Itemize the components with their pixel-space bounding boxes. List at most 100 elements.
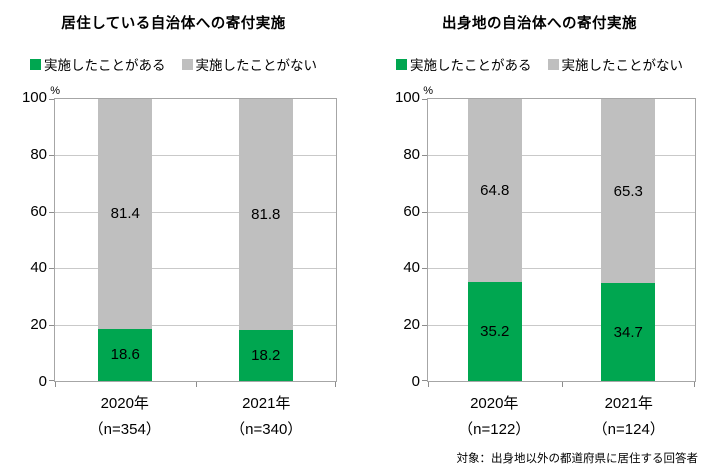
legend-item-done: 実施したことがある bbox=[30, 54, 166, 74]
bar-2021: 65.3 34.7 bbox=[562, 99, 696, 381]
y-tickmark bbox=[422, 211, 427, 213]
chart-title: 居住している自治体への寄付実施 bbox=[61, 16, 286, 32]
category-year: 2020年 bbox=[470, 395, 519, 412]
plot-area: 64.8 35.2 65.3 bbox=[422, 98, 696, 387]
y-tick-0: 0 bbox=[411, 373, 420, 390]
y-tickmark bbox=[49, 268, 54, 270]
gridline-40 bbox=[428, 268, 695, 270]
x-tickmark bbox=[55, 382, 56, 387]
bar-2020: 81.4 18.6 bbox=[55, 99, 196, 381]
category-year: 2021年 bbox=[242, 395, 291, 412]
plot-row: 100% 80 60 40 20 0 bbox=[10, 85, 337, 390]
y-tickmark bbox=[422, 324, 427, 326]
x-label-2021: 2021年 （n=124） bbox=[562, 391, 697, 443]
legend-swatch-gray bbox=[547, 58, 559, 70]
y-tick-0: 0 bbox=[38, 373, 47, 390]
legend-item-not-done: 実施したことがない bbox=[547, 54, 684, 74]
legend-item-done: 実施したことがある bbox=[396, 54, 532, 74]
x-tickmark bbox=[561, 382, 563, 387]
segment-not-done: 81.4 bbox=[98, 99, 153, 329]
legend: 実施したことがある 実施したことがない bbox=[383, 54, 696, 74]
value-label: 81.4 bbox=[110, 205, 140, 223]
y-tickmark bbox=[422, 380, 427, 381]
x-label-2020: 2020年 （n=122） bbox=[427, 391, 562, 443]
x-labels: 2020年 （n=354） 2021年 （n=340） bbox=[54, 391, 337, 443]
category-n: （n=354） bbox=[88, 421, 161, 438]
value-label: 65.3 bbox=[613, 182, 643, 200]
percent-unit: % bbox=[50, 85, 60, 97]
stacked-bar: 81.4 18.6 bbox=[98, 99, 153, 381]
chart-panel-residing: 居住している自治体への寄付実施 実施したことがある 実施したことがない 100%… bbox=[0, 10, 355, 443]
legend-swatch-green bbox=[30, 58, 41, 70]
gridline-60 bbox=[428, 211, 695, 213]
y-tickmark bbox=[49, 380, 54, 381]
segment-done: 18.2 bbox=[238, 329, 293, 381]
y-tick-20: 20 bbox=[30, 316, 47, 334]
gridline-80 bbox=[428, 155, 695, 157]
plot-row: 100% 80 60 40 20 0 bbox=[383, 85, 696, 390]
y-tickmark bbox=[49, 99, 54, 100]
y-tick-40: 40 bbox=[30, 259, 47, 277]
gridline-20 bbox=[428, 324, 695, 326]
segment-done: 35.2 bbox=[467, 281, 522, 381]
value-label: 81.8 bbox=[251, 205, 281, 223]
x-tickmark bbox=[195, 382, 197, 387]
category-n: （n=122） bbox=[458, 421, 531, 438]
y-tick-20: 20 bbox=[403, 316, 420, 334]
gridline-40 bbox=[55, 268, 336, 270]
y-tick-100: 100% bbox=[22, 85, 60, 108]
segment-done: 34.7 bbox=[601, 283, 656, 381]
y-tickmark bbox=[49, 211, 54, 213]
x-axis: 2020年 （n=354） 2021年 （n=340） bbox=[54, 382, 337, 443]
gridline-80 bbox=[55, 155, 336, 157]
report-page: 居住している自治体への寄付実施 実施したことがある 実施したことがない 100%… bbox=[0, 10, 710, 443]
x-tickmark bbox=[335, 382, 336, 387]
legend-item-not-done: 実施したことがない bbox=[181, 54, 318, 74]
y-axis: 100% 80 60 40 20 0 bbox=[383, 85, 433, 390]
chart-panel-hometown: 出身地の自治体への寄付実施 実施したことがある 実施したことがない 100% 8… bbox=[355, 10, 710, 443]
y-tick-100: 100% bbox=[395, 85, 433, 108]
category-year: 2021年 bbox=[604, 395, 653, 412]
plot-area: 81.4 18.6 81.8 bbox=[49, 98, 337, 387]
legend-label-not-done: 実施したことがない bbox=[195, 58, 318, 73]
x-labels: 2020年 （n=122） 2021年 （n=124） bbox=[427, 391, 696, 443]
y-tickmark bbox=[49, 324, 54, 326]
segment-not-done: 65.3 bbox=[601, 99, 656, 284]
x-tickmark bbox=[694, 382, 695, 387]
y-tickmark bbox=[49, 155, 54, 157]
stacked-bar: 65.3 34.7 bbox=[601, 99, 656, 381]
bar-2021: 81.8 18.2 bbox=[196, 99, 337, 381]
value-label: 35.2 bbox=[480, 322, 510, 340]
category-n: （n=340） bbox=[230, 421, 303, 438]
value-label: 34.7 bbox=[613, 323, 643, 341]
segment-not-done: 64.8 bbox=[467, 99, 522, 282]
value-label: 18.2 bbox=[251, 346, 281, 364]
y-tick-60: 60 bbox=[403, 202, 420, 220]
y-tick-40: 40 bbox=[403, 259, 420, 277]
stacked-bar: 81.8 18.2 bbox=[238, 99, 293, 381]
legend-label-not-done: 実施したことがない bbox=[561, 58, 684, 73]
chart-title: 出身地の自治体への寄付実施 bbox=[442, 16, 637, 32]
legend: 実施したことがある 実施したことがない bbox=[10, 54, 337, 74]
percent-unit: % bbox=[423, 85, 433, 97]
category-n: （n=124） bbox=[592, 421, 665, 438]
bars: 64.8 35.2 65.3 bbox=[428, 99, 695, 381]
y-tickmark bbox=[422, 268, 427, 270]
bars: 81.4 18.6 81.8 bbox=[55, 99, 336, 381]
x-label-2020: 2020年 （n=354） bbox=[54, 391, 196, 443]
target-footnote: 対象：出身地以外の都道府県に居住する回答者 bbox=[456, 453, 699, 465]
bar-2020: 64.8 35.2 bbox=[428, 99, 562, 381]
y-tick-80: 80 bbox=[403, 145, 420, 163]
legend-swatch-green bbox=[396, 58, 407, 70]
x-label-2021: 2021年 （n=340） bbox=[196, 391, 338, 443]
category-year: 2020年 bbox=[100, 395, 149, 412]
segment-not-done: 81.8 bbox=[238, 99, 293, 330]
stacked-bar: 64.8 35.2 bbox=[467, 99, 522, 381]
gridline-60 bbox=[55, 211, 336, 213]
value-label: 64.8 bbox=[480, 181, 510, 199]
legend-label-done: 実施したことがある bbox=[44, 58, 166, 73]
gridline-20 bbox=[55, 324, 336, 326]
legend-swatch-gray bbox=[181, 58, 193, 70]
y-tickmark bbox=[422, 99, 427, 100]
y-tick-60: 60 bbox=[30, 202, 47, 220]
